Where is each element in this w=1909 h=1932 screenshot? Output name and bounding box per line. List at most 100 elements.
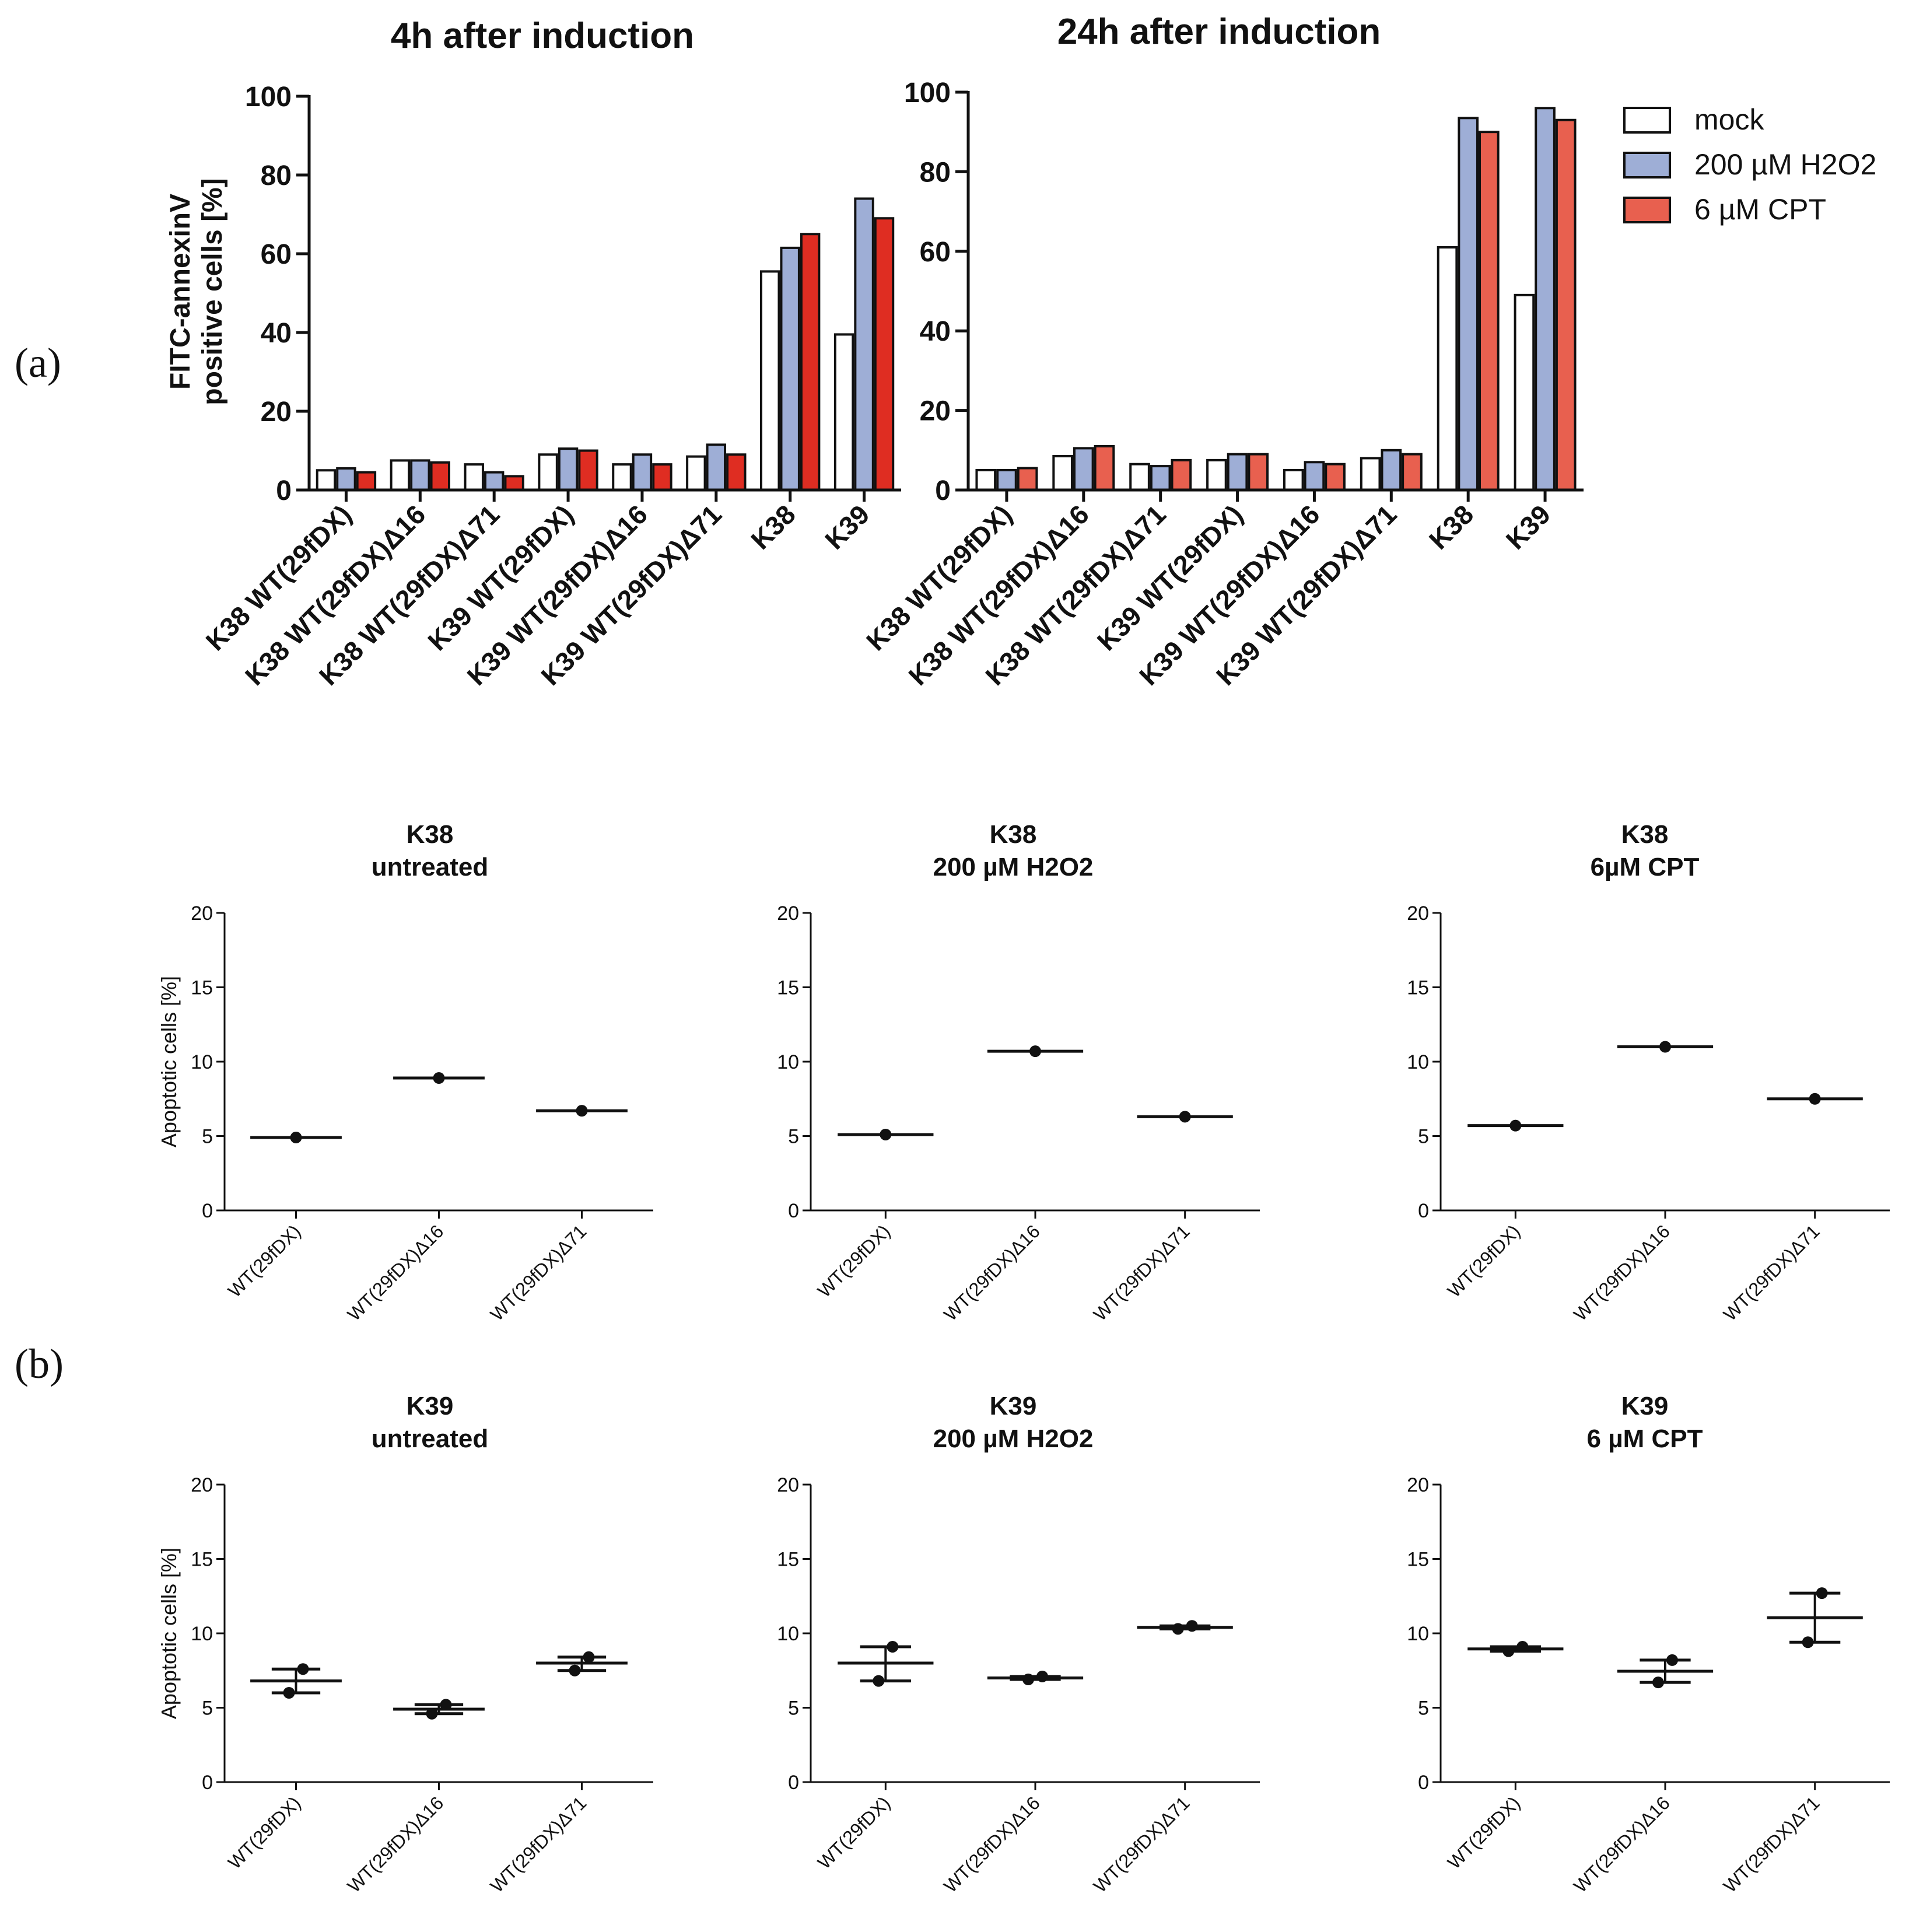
y-tick-label: 15: [191, 977, 213, 999]
bar-mock: [1206, 459, 1227, 491]
y-tick-label: 0: [202, 1772, 213, 1794]
bar-200-m-h2o2: [1381, 449, 1402, 491]
y-tick-label: 15: [191, 1549, 213, 1571]
y-tick-label: 10: [1407, 1623, 1429, 1645]
y-tick-label: 80: [920, 157, 951, 188]
y-tick-label: 0: [276, 475, 292, 506]
data-point: [426, 1707, 438, 1720]
bar-6-m-cpt: [800, 233, 821, 491]
chart-title-line2: 6 µM CPT: [1587, 1424, 1703, 1453]
bar-mock: [1437, 246, 1458, 491]
y-tick-label: 5: [1418, 1126, 1429, 1148]
panel-b-label: (b): [15, 1340, 64, 1387]
bar-mock: [1129, 463, 1150, 491]
bar-6-m-cpt: [578, 449, 598, 491]
panel-a-label: (a): [15, 340, 61, 386]
y-tick-label: 15: [1407, 977, 1429, 999]
y-tick-label: 20: [1407, 902, 1429, 925]
y-tick-label: 5: [1418, 1698, 1429, 1720]
y-tick-label: 20: [777, 1474, 799, 1496]
bar-200-m-h2o2: [780, 246, 800, 491]
legend-label: 200 µM H2O2: [1694, 148, 1876, 181]
data-point: [1802, 1636, 1814, 1648]
y-tick-label: 15: [777, 977, 799, 999]
y-axis-title-line2: positive cells [%]: [197, 178, 228, 405]
bar-6-m-cpt: [1402, 453, 1423, 491]
data-point: [1809, 1093, 1821, 1105]
y-tick-label: 10: [191, 1051, 213, 1073]
data-point: [880, 1128, 892, 1140]
bar-200-m-h2o2: [336, 467, 356, 491]
chart-title-line1: K38: [407, 820, 454, 849]
chart-title-line2: 200 µM H2O2: [933, 853, 1094, 881]
data-point: [290, 1132, 302, 1144]
bar-mock: [1514, 293, 1535, 491]
y-tick-label: 5: [202, 1698, 213, 1720]
bar-mock: [612, 463, 632, 491]
data-point: [1036, 1670, 1048, 1682]
bar-mock: [686, 455, 706, 491]
data-point: [887, 1640, 899, 1653]
bar-200-m-h2o2: [1458, 117, 1479, 491]
data-point: [1179, 1111, 1191, 1123]
bar-6-m-cpt: [1171, 459, 1192, 491]
bar-200-m-h2o2: [558, 447, 579, 491]
bar-6-m-cpt: [430, 461, 450, 491]
bar-6-m-cpt: [1094, 444, 1115, 491]
legend-label: 6 µM CPT: [1694, 193, 1826, 226]
bar-mock: [1360, 457, 1381, 492]
chart-title: 24h after induction: [1057, 12, 1381, 52]
bar-200-m-h2o2: [1227, 453, 1248, 491]
data-point: [1186, 1620, 1198, 1632]
y-tick-label: 20: [191, 1474, 213, 1496]
y-tick-label: 10: [191, 1623, 213, 1645]
y-tick-label: 20: [777, 902, 799, 925]
y-tick-label: 60: [261, 239, 292, 270]
data-point: [569, 1664, 581, 1676]
bar-200-m-h2o2: [1073, 447, 1094, 492]
bar-6-m-cpt: [1479, 131, 1500, 491]
y-tick-label: 20: [191, 902, 213, 925]
y-axis-title-line1: FITC-annexinV: [165, 194, 196, 390]
chart-title-line2: 200 µM H2O2: [933, 1424, 1094, 1453]
y-tick-label: 15: [1407, 1549, 1429, 1571]
y-tick-label: 10: [777, 1623, 799, 1645]
y-axis-title: Apoptotic cells [%]: [157, 1548, 181, 1719]
bar-mock: [538, 453, 558, 491]
chart-title-line1: K38: [990, 820, 1037, 849]
data-point: [1502, 1645, 1515, 1657]
bar-6-m-cpt: [356, 471, 377, 491]
legend-swatch: [1623, 152, 1671, 178]
data-point: [297, 1663, 309, 1675]
y-tick-label: 100: [904, 78, 951, 108]
bar-6-m-cpt: [1017, 467, 1038, 491]
y-tick-label: 80: [261, 160, 292, 191]
bar-mock: [316, 469, 337, 491]
data-point: [1022, 1674, 1034, 1686]
chart-title-line2: 6µM CPT: [1591, 853, 1700, 881]
y-tick-label: 0: [202, 1200, 213, 1222]
bar-200-m-h2o2: [1535, 107, 1556, 491]
legend-label: mock: [1694, 103, 1764, 136]
bar-6-m-cpt: [1555, 118, 1577, 492]
data-point: [1652, 1676, 1664, 1689]
y-tick-label: 0: [1418, 1200, 1429, 1222]
bar-6-m-cpt: [1248, 453, 1269, 491]
chart-title-line1: K38: [1621, 820, 1669, 849]
bar-200-m-h2o2: [996, 468, 1017, 492]
data-point: [1029, 1045, 1041, 1058]
bar-200-m-h2o2: [706, 443, 727, 491]
data-point: [576, 1105, 588, 1117]
y-tick-label: 20: [920, 396, 951, 427]
chart-title-line1: K39: [1621, 1392, 1669, 1420]
y-tick-label: 10: [1407, 1051, 1429, 1073]
legend-swatch: [1623, 107, 1671, 134]
data-point: [283, 1687, 295, 1699]
y-tick-label: 40: [920, 316, 951, 347]
bar-200-m-h2o2: [1150, 465, 1171, 492]
bar-200-m-h2o2: [854, 197, 874, 491]
y-tick-label: 15: [777, 1549, 799, 1571]
bar-6-m-cpt: [504, 475, 524, 491]
y-tick-label: 0: [788, 1772, 799, 1794]
